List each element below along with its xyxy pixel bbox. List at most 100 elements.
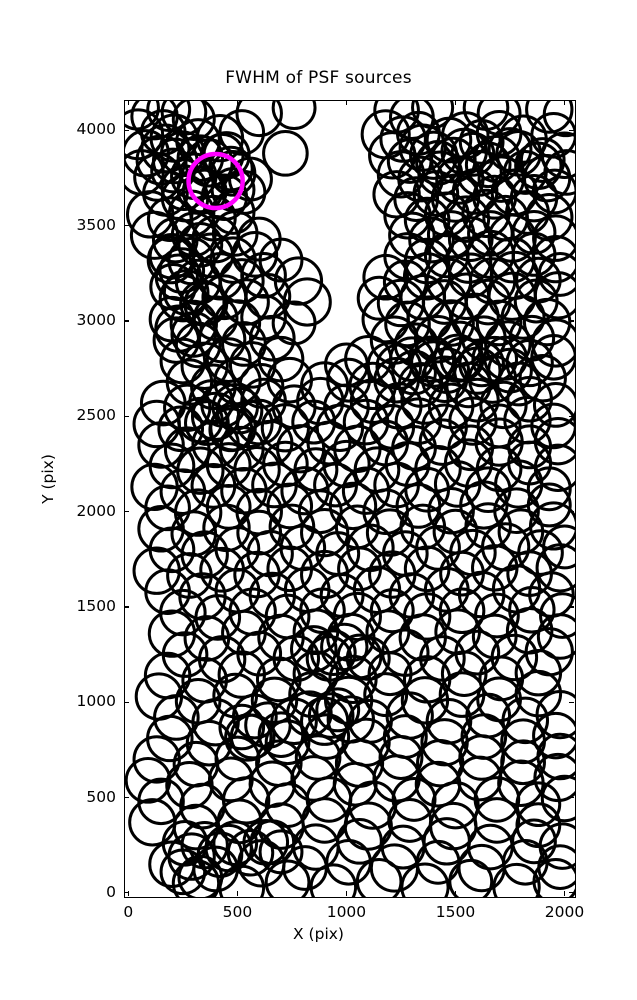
psf-source-circle [282, 277, 332, 327]
y-tick-label: 2500 [76, 406, 116, 425]
psf-source-circle [398, 123, 447, 172]
psf-source-circle [258, 237, 304, 283]
psf-source-circle [125, 190, 175, 239]
x-tick-mark [345, 891, 348, 896]
psf-source-circle [229, 713, 276, 760]
psf-source-circle [336, 818, 383, 865]
psf-source-circle [536, 732, 575, 781]
psf-source-circle [487, 127, 533, 172]
highlight-circle [186, 151, 245, 211]
y-tick-label: 3000 [76, 311, 116, 330]
y-tick-label: 500 [86, 787, 116, 806]
axis-spine-bottom [124, 896, 576, 898]
x-tick-labels: 0 500 1000 1500 2000 [0, 903, 637, 933]
axis-spine-right [574, 100, 576, 898]
x-tick-mark [127, 100, 129, 105]
y-tick-mark [124, 796, 129, 799]
psf-source-circle [215, 386, 264, 435]
psf-source-circle [132, 546, 181, 595]
psf-source-circle [210, 167, 256, 213]
psf-source-circle [459, 480, 509, 530]
psf-source-circle [146, 100, 192, 132]
psf-source-circle [535, 690, 575, 740]
psf-source-circle [369, 588, 415, 634]
psf-source-circle [487, 347, 533, 394]
x-tick-label: 0 [123, 903, 134, 921]
x-tick-mark [563, 100, 566, 105]
y-tick-mark [569, 606, 574, 608]
psf-source-circle [438, 587, 486, 635]
psf-source-circle [355, 858, 403, 897]
y-tick-mark [124, 606, 129, 608]
psf-source-circle [525, 100, 574, 134]
psf-source-circle [423, 347, 471, 394]
psf-source-circle [177, 854, 224, 897]
psf-source-circle [289, 625, 338, 673]
psf-source-circle [539, 592, 575, 639]
psf-source-circle [326, 695, 375, 744]
psf-source-circle [218, 703, 266, 751]
psf-source-circle [171, 100, 216, 142]
psf-source-circle [231, 231, 279, 278]
psf-source-circle [533, 271, 575, 320]
psf-source-circle [532, 382, 575, 428]
x-tick-mark [236, 100, 238, 105]
psf-source-circle [533, 416, 575, 466]
psf-source-circle [160, 164, 208, 211]
axis-spine-top [124, 100, 576, 102]
psf-source-circle [439, 336, 485, 382]
psf-source-circle [464, 141, 512, 189]
psf-source-circle [391, 349, 437, 396]
psf-source-circle [536, 613, 575, 660]
psf-source-circle [137, 777, 185, 826]
psf-source-circle [231, 693, 278, 740]
psf-source-circle [159, 848, 207, 896]
psf-source-circles [124, 100, 575, 897]
psf-source-circle [450, 292, 500, 342]
x-axis-label: X (pix) [293, 925, 344, 943]
y-tick-mark [124, 892, 129, 894]
psf-source-circle [479, 380, 528, 430]
psf-source-circle [194, 594, 242, 641]
psf-source-circle [433, 460, 482, 508]
psf-source-circle [305, 635, 353, 682]
x-tick-label: 2000 [544, 903, 585, 921]
y-tick-mark [124, 701, 129, 703]
psf-source-circle [535, 543, 575, 593]
psf-source-circle [271, 100, 317, 131]
y-tick-mark [569, 796, 574, 799]
y-tick-label: 2000 [76, 501, 116, 520]
psf-source-circle [531, 318, 575, 368]
psf-source-circle [170, 311, 218, 358]
y-tick-mark [569, 701, 574, 703]
psf-source-circle [225, 399, 274, 449]
y-tick-label: 4000 [76, 120, 116, 139]
psf-source-circle [492, 862, 541, 897]
x-tick-label: 1000 [326, 903, 367, 921]
psf-source-circle [336, 633, 383, 680]
psf-source-circle [500, 294, 546, 340]
psf-source-circle [464, 502, 512, 550]
psf-source-circle [176, 165, 225, 214]
psf-source-circle [180, 341, 229, 391]
psf-source-circle [262, 130, 309, 177]
y-tick-mark [124, 511, 129, 513]
psf-source-circle [300, 696, 350, 746]
psf-source-circle [132, 735, 181, 784]
psf-source-circle [493, 487, 540, 535]
psf-source-circle [474, 592, 520, 639]
psf-source-circle [257, 711, 305, 758]
psf-source-circle [244, 701, 292, 749]
psf-source-circle [407, 335, 456, 383]
psf-source-circle [440, 127, 488, 176]
x-tick-mark [236, 891, 238, 896]
psf-source-circle [159, 337, 207, 385]
psf-source-circle [440, 650, 488, 697]
psf-source-circle [383, 191, 432, 240]
psf-source-circle [475, 445, 523, 493]
psf-source-circle [266, 482, 314, 530]
x-tick-label: 500 [222, 903, 253, 921]
psf-source-circle [264, 859, 311, 897]
psf-source-circle [472, 134, 522, 184]
